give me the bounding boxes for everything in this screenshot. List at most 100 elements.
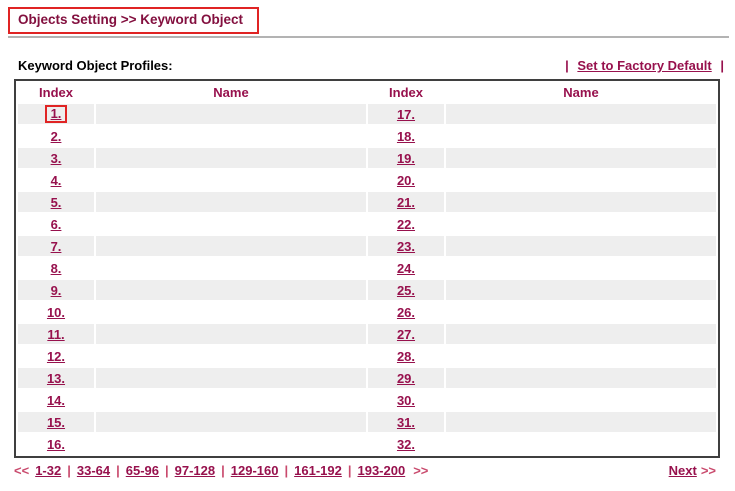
- index-link[interactable]: 24.: [396, 260, 416, 276]
- index-cell: 19.: [368, 148, 444, 168]
- index-cell: 31.: [368, 412, 444, 432]
- index-cell: 8.: [18, 258, 94, 278]
- index-cell: 18.: [368, 126, 444, 146]
- index-link[interactable]: 20.: [396, 172, 416, 188]
- index-link[interactable]: 18.: [396, 128, 416, 144]
- index-cell: 14.: [18, 390, 94, 410]
- pagination-separator: |: [116, 463, 120, 478]
- index-link[interactable]: 12.: [46, 348, 66, 364]
- page-range-link[interactable]: 65-96: [125, 463, 159, 478]
- name-cell: [96, 280, 366, 300]
- index-link[interactable]: 15.: [46, 414, 66, 430]
- pipe-right: |: [720, 58, 724, 73]
- index-link[interactable]: 11.: [47, 326, 65, 342]
- index-link[interactable]: 28.: [396, 348, 416, 364]
- more-arrows-icon[interactable]: >>: [413, 463, 429, 478]
- column-header: Index: [368, 83, 444, 102]
- section-row: Keyword Object Profiles: | Set to Factor…: [18, 58, 729, 73]
- name-cell: [446, 412, 716, 432]
- set-to-factory-default-link[interactable]: Set to Factory Default: [577, 58, 712, 73]
- index-link[interactable]: 4.: [50, 172, 62, 188]
- index-cell: 11.: [18, 324, 94, 344]
- index-link[interactable]: 27.: [396, 326, 416, 342]
- index-link[interactable]: 1.: [50, 106, 62, 121]
- name-cell: [446, 324, 716, 344]
- page-range-link[interactable]: 129-160: [230, 463, 279, 478]
- name-cell: [96, 434, 366, 454]
- name-cell: [96, 236, 366, 256]
- name-cell: [96, 412, 366, 432]
- index-link[interactable]: 13.: [46, 370, 66, 386]
- page-range-link[interactable]: 33-64: [76, 463, 111, 478]
- index-link[interactable]: 25.: [396, 282, 416, 298]
- index-link[interactable]: 26.: [396, 304, 416, 320]
- next-link[interactable]: Next: [668, 463, 697, 478]
- name-cell: [96, 346, 366, 366]
- index-link[interactable]: 9.: [50, 282, 62, 298]
- name-cell: [96, 324, 366, 344]
- table-row: 6. 22.: [18, 214, 716, 234]
- index-link[interactable]: 3.: [50, 150, 62, 166]
- table-row: 1. 17.: [18, 104, 716, 124]
- index-cell: 6.: [18, 214, 94, 234]
- index-link[interactable]: 19.: [396, 150, 416, 166]
- page-range-link[interactable]: 1-32: [35, 463, 62, 478]
- name-cell: [96, 368, 366, 388]
- index-cell: 32.: [368, 434, 444, 454]
- table-row: 10. 26.: [18, 302, 716, 322]
- index-link[interactable]: 5.: [50, 194, 62, 210]
- column-header: Name: [96, 83, 366, 102]
- index-cell: 15.: [18, 412, 94, 432]
- index-cell: 21.: [368, 192, 444, 212]
- name-cell: [96, 258, 366, 278]
- name-cell: [446, 192, 716, 212]
- index-cell: 25.: [368, 280, 444, 300]
- index-link[interactable]: 29.: [396, 370, 416, 386]
- table-row: 12. 28.: [18, 346, 716, 366]
- table-row: 4. 20.: [18, 170, 716, 190]
- index-link[interactable]: 16.: [46, 436, 66, 452]
- name-cell: [446, 126, 716, 146]
- index-link[interactable]: 31.: [396, 414, 416, 430]
- page-range-link[interactable]: 161-192: [294, 463, 342, 478]
- index-link[interactable]: 2.: [50, 128, 62, 144]
- pagination-separator: |: [347, 463, 352, 478]
- index-link[interactable]: 23.: [396, 238, 416, 254]
- name-cell: [446, 346, 716, 366]
- column-header: Index: [18, 83, 94, 102]
- name-cell: [96, 214, 366, 234]
- pagination-row: << 1-32 | 33-64 | 65-96 | 97-128 | 129-160 | 161-19…: [14, 463, 716, 478]
- prev-arrows-icon[interactable]: <<: [14, 463, 30, 478]
- index-cell: 12.: [18, 346, 94, 366]
- page-range-link[interactable]: 97-128: [174, 463, 216, 478]
- index-link[interactable]: 22.: [396, 216, 416, 232]
- name-cell: [96, 148, 366, 168]
- page-range-link[interactable]: 193-200: [357, 463, 406, 478]
- table-header-row: Index Name Index Name: [18, 83, 716, 102]
- name-cell: [96, 104, 366, 124]
- annotation-box: 1.: [44, 105, 68, 123]
- index-link[interactable]: 7.: [50, 238, 62, 254]
- index-link[interactable]: 21.: [396, 194, 416, 210]
- name-cell: [446, 258, 716, 278]
- index-link[interactable]: 30.: [396, 392, 416, 408]
- index-link[interactable]: 32.: [396, 436, 416, 452]
- index-link[interactable]: 6.: [50, 216, 62, 232]
- pagination-separator: |: [165, 463, 169, 478]
- table-row: 8. 24.: [18, 258, 716, 278]
- index-link[interactable]: 17.: [396, 106, 416, 122]
- index-link[interactable]: 8.: [50, 260, 62, 276]
- name-cell: [96, 170, 366, 190]
- index-cell: 23.: [368, 236, 444, 256]
- pagination-pages: << 1-32 | 33-64 | 65-96 | 97-128 | 129-160 | 161-19…: [14, 463, 428, 478]
- pagination-separator: |: [67, 463, 71, 478]
- name-cell: [446, 148, 716, 168]
- pagination-next: Next >>: [669, 463, 716, 478]
- index-cell: 28.: [368, 346, 444, 366]
- index-link[interactable]: 10.: [46, 304, 66, 320]
- index-cell: 5.: [18, 192, 94, 212]
- index-link[interactable]: 14.: [46, 392, 66, 408]
- next-arrows-icon[interactable]: >>: [700, 463, 716, 478]
- index-cell: 10.: [18, 302, 94, 322]
- name-cell: [446, 104, 716, 124]
